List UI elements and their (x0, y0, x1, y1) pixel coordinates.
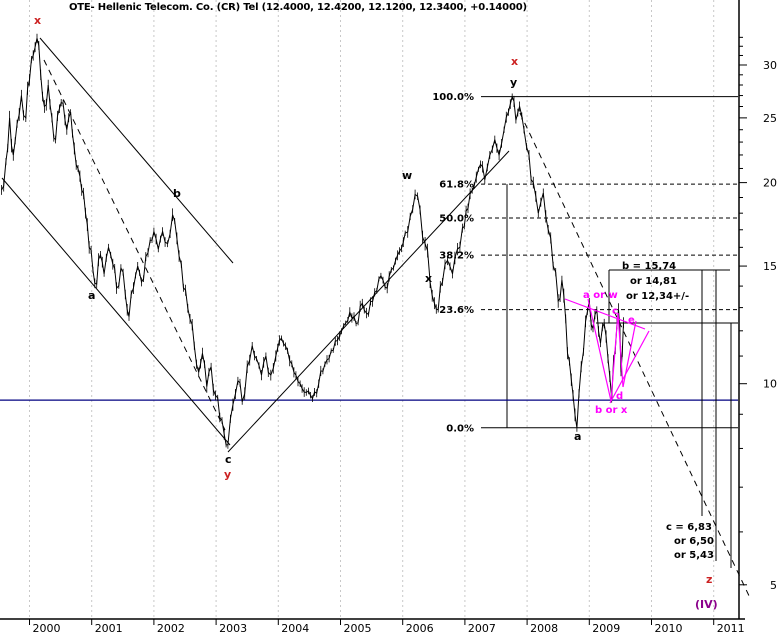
wave-label-z: z (706, 573, 712, 586)
fib-label: 61.8% (439, 180, 474, 191)
year-label: 2008 (530, 622, 558, 633)
wave-label-x: x (425, 272, 432, 285)
price-path (1, 38, 624, 446)
lower-channel-2000 (1, 177, 231, 446)
chart-title: OTE- Hellenic Telecom. Co. (CR) Tel (12.… (69, 2, 527, 13)
price-series (1, 33, 624, 449)
wave-label-IV: (IV) (695, 598, 718, 611)
target-text: or 5,43 (674, 550, 714, 561)
magenta-label: a or w (583, 290, 618, 301)
magenta-label: e (628, 315, 635, 326)
fib-label: 38.2% (439, 251, 474, 262)
wave-label-a: a (88, 289, 95, 302)
target-texts: b = 15,74 or 14,81 or 12,34+/- c = 6,83 or 6… (622, 261, 714, 561)
upper-channel-2000 (39, 37, 234, 264)
wave-label-a: a (574, 430, 581, 443)
wave-label-w: w (402, 169, 412, 182)
year-label: 2007 (468, 622, 496, 633)
year-label: 2011 (717, 622, 745, 633)
fib-label: 0.0% (446, 423, 474, 434)
price-tick-label: 5 (770, 579, 777, 592)
target-text: or 6,50 (674, 536, 714, 547)
year-label: 2004 (281, 622, 309, 633)
target-text: b = 15,74 (622, 261, 676, 272)
year-label: 2006 (406, 622, 434, 633)
wave-label-b: b (173, 187, 181, 200)
year-label: 2002 (157, 622, 185, 633)
wave-label-x: x (34, 14, 41, 27)
magenta-triangle (564, 298, 650, 404)
year-label: 2010 (655, 622, 683, 633)
target-text: or 12,34+/- (626, 291, 689, 302)
year-label: 2005 (344, 622, 372, 633)
fib-label: 23.6% (439, 305, 474, 316)
target-text: c = 6,83 (666, 522, 712, 533)
fib-label: 50.0% (439, 214, 474, 225)
magenta-label: b or x (595, 405, 628, 416)
year-label: 2009 (592, 622, 620, 633)
price-tick-label: 10 (763, 378, 777, 391)
price-tick-label: 15 (763, 260, 777, 273)
year-label: 2001 (95, 622, 123, 633)
rising-2003-2007 (227, 150, 510, 453)
wave-label-x: x (511, 55, 518, 68)
year-label: 2003 (219, 622, 247, 633)
dashed-decline-2000 (43, 59, 226, 431)
price-tick-label: 25 (763, 112, 777, 125)
wave-label-y: y (224, 468, 231, 481)
wave-label-y: y (510, 76, 517, 89)
year-gridlines (29, 0, 715, 619)
magenta-label: c (612, 306, 618, 317)
magenta-label: d (616, 391, 623, 402)
price-bars (1, 33, 624, 449)
price-tick-label: 20 (763, 177, 777, 190)
target-text: or 14,81 (630, 276, 677, 287)
fib-retracement: 100.0% 61.8% 50.0% 38.2% 23.6% 0.0% (432, 92, 738, 434)
year-label: 2000 (33, 622, 61, 633)
wave-label-c: c (225, 453, 232, 466)
price-tick-label: 30 (763, 59, 777, 72)
trend-lines (1, 37, 752, 601)
fib-label: 100.0% (432, 92, 474, 103)
